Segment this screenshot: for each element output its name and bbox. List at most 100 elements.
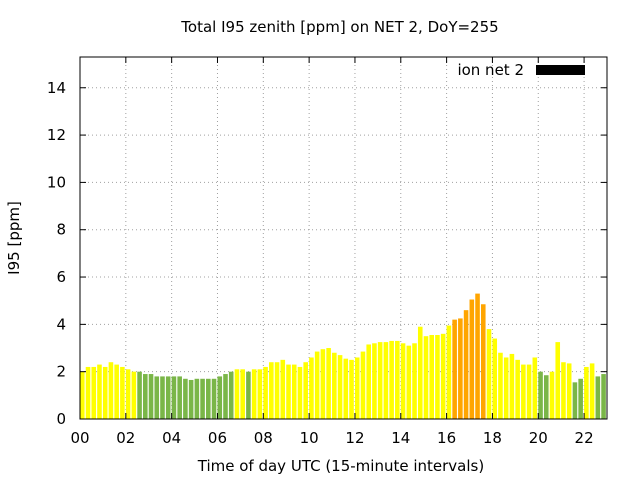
y-axis-ticks: 0 2 4 6 8 10 12 14	[47, 79, 607, 428]
bar	[137, 371, 142, 419]
y-tick-label: 14	[47, 79, 66, 97]
bar	[211, 378, 217, 419]
bar	[492, 338, 498, 419]
bar	[177, 376, 182, 419]
bar	[555, 342, 561, 419]
bar	[452, 319, 457, 419]
bar	[188, 379, 194, 419]
bar	[332, 352, 337, 419]
bar	[532, 357, 538, 419]
bar	[194, 378, 200, 419]
bar	[326, 348, 331, 419]
bar	[435, 335, 440, 419]
bar	[228, 371, 234, 419]
bar	[97, 364, 102, 419]
bar	[480, 304, 486, 419]
bar	[515, 359, 520, 419]
bar	[389, 340, 394, 419]
x-tick-label: 06	[208, 429, 227, 447]
bar	[349, 359, 354, 419]
bar	[148, 374, 154, 419]
bar	[538, 371, 543, 419]
bar	[469, 299, 475, 419]
bar	[234, 369, 240, 419]
bar	[446, 325, 452, 419]
y-tick-label: 4	[56, 315, 66, 333]
y-tick-label: 12	[47, 126, 66, 144]
bar	[269, 362, 274, 419]
bar	[475, 293, 480, 419]
bar	[395, 340, 400, 419]
bar	[360, 351, 366, 419]
x-tick-label: 02	[116, 429, 135, 447]
bar	[280, 359, 286, 419]
x-tick-label: 08	[254, 429, 273, 447]
x-tick-label: 14	[391, 429, 410, 447]
bar	[314, 351, 320, 419]
bar	[297, 366, 303, 419]
bar	[223, 374, 228, 419]
bar	[114, 364, 119, 419]
x-tick-label: 18	[483, 429, 502, 447]
bar	[458, 318, 463, 419]
bar	[320, 349, 326, 419]
y-axis-title: I95 [ppm]	[5, 201, 23, 275]
bar	[526, 364, 532, 419]
bar	[572, 382, 578, 419]
bar	[429, 335, 434, 419]
bar	[165, 376, 171, 419]
legend: ion net 2	[457, 61, 585, 79]
bar	[601, 374, 606, 419]
bar	[240, 369, 245, 419]
bar	[143, 374, 148, 419]
bar	[160, 376, 165, 419]
x-tick-label: 16	[437, 429, 456, 447]
bar	[406, 345, 412, 419]
bar	[584, 366, 589, 419]
x-axis-title: Time of day UTC (15-minute intervals)	[197, 457, 484, 475]
x-tick-label: 12	[345, 429, 364, 447]
bar	[463, 310, 469, 419]
bar	[561, 362, 566, 419]
y-tick-label: 6	[56, 268, 66, 286]
bar	[91, 366, 97, 419]
y-tick-label: 2	[56, 363, 66, 381]
bar	[309, 357, 314, 419]
bar	[383, 342, 389, 419]
bar	[400, 343, 406, 419]
bar	[549, 371, 555, 419]
bar	[578, 378, 583, 419]
legend-swatch	[536, 65, 585, 75]
bar	[154, 376, 160, 419]
bar	[440, 333, 446, 419]
bar	[183, 378, 188, 419]
grid-lines	[80, 57, 607, 419]
bar	[366, 344, 371, 419]
y-tick-label: 10	[47, 173, 66, 191]
bar	[200, 378, 205, 419]
bar	[274, 362, 280, 419]
plot-frame	[79, 56, 608, 420]
bar	[372, 343, 377, 419]
x-tick-label: 04	[162, 429, 181, 447]
bar	[343, 358, 349, 419]
bar	[80, 371, 85, 419]
bar	[206, 378, 211, 419]
bar	[286, 364, 291, 419]
bar	[291, 364, 297, 419]
bar	[263, 366, 268, 419]
bar	[412, 343, 417, 419]
bar	[498, 352, 503, 419]
bar	[589, 363, 595, 419]
bar	[337, 355, 343, 419]
bar	[543, 375, 549, 419]
legend-label: ion net 2	[457, 61, 524, 79]
x-tick-label: 10	[300, 429, 319, 447]
x-tick-label: 22	[575, 429, 594, 447]
x-axis-ticks: 00 02 04 06 08 10 12 14 16 18 20 22	[70, 57, 594, 447]
bar-series	[80, 293, 606, 419]
bar	[521, 364, 526, 419]
x-tick-label: 20	[529, 429, 548, 447]
chart-title: Total I95 zenith [ppm] on NET 2, DoY=255	[180, 18, 498, 36]
